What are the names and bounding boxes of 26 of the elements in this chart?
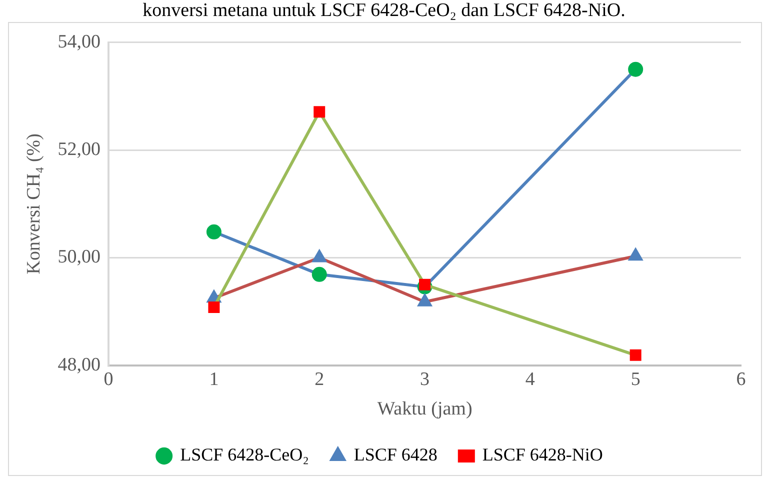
legend-label: LSCF 6428-NiO <box>482 444 603 465</box>
x-tick-label: 4 <box>525 368 536 390</box>
x-tick-label: 1 <box>209 368 219 390</box>
point <box>208 302 220 314</box>
point <box>628 62 644 77</box>
x-tick-label: 5 <box>630 368 640 390</box>
legend-label: LSCF 6428 <box>354 444 438 465</box>
y-tick-label: 48,00 <box>58 354 101 376</box>
x-tick-label: 3 <box>420 368 430 390</box>
point <box>628 248 642 261</box>
point <box>206 224 222 240</box>
point <box>312 266 327 282</box>
x-tick-label: 6 <box>736 368 746 390</box>
legend-label: LSCF 6428-CeO₂ <box>180 444 309 465</box>
y-tick-label: 50,00 <box>58 246 101 268</box>
point <box>418 294 432 306</box>
y-tick-label: 54,00 <box>58 31 101 52</box>
point <box>312 250 326 262</box>
x-tick-label: 0 <box>104 368 114 390</box>
text: konversi metana untuk LSCF 6428-CeO₂ dan LSCF 6428-NiO. <box>142 0 626 22</box>
y-axis-title: Konversi CH₄ (%) <box>23 134 44 274</box>
point <box>630 349 642 361</box>
point <box>314 106 326 118</box>
x-axis-title: Waktu (jam) <box>377 398 472 420</box>
x-tick-label: 2 <box>314 368 324 390</box>
y-tick-label: 52,00 <box>58 139 101 160</box>
